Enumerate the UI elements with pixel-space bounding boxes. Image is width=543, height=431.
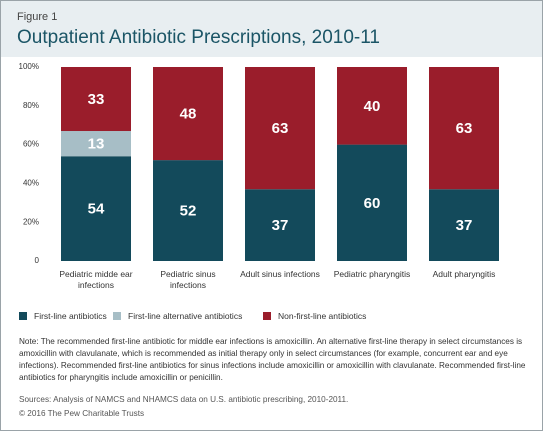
copyright: © 2016 The Pew Charitable Trusts [19, 409, 145, 418]
bar-segment [429, 189, 499, 261]
figure-label: Figure 1 [17, 11, 58, 23]
x-tick-label: Adult sinus infections [240, 269, 320, 279]
y-tick-label: 60% [23, 140, 39, 149]
y-tick-label: 40% [23, 179, 39, 188]
legend-item: First-line antibiotics [19, 311, 107, 321]
header: Figure 1 Outpatient Antibiotic Prescript… [1, 1, 542, 57]
y-tick-label: 0 [35, 256, 40, 265]
value-label: 33 [88, 91, 105, 108]
legend-label: Non-first-line antibiotics [278, 311, 367, 321]
bar-segment [61, 67, 131, 132]
y-tick-label: 80% [23, 101, 39, 110]
bar-segment [153, 67, 223, 161]
bar-segment [337, 67, 407, 145]
legend-label: First-line antibiotics [34, 311, 107, 321]
value-label: 13 [88, 136, 105, 153]
chart-title: Outpatient Antibiotic Prescriptions, 201… [17, 27, 380, 48]
bar-segment [61, 156, 131, 261]
value-label: 63 [272, 120, 289, 137]
value-label: 52 [180, 203, 197, 220]
y-tick-label: 20% [23, 217, 39, 226]
chart: 0 20% 40% 60% 80% 100% 54 13 33 52 48 37 63 60 40 37 63 [19, 62, 499, 265]
y-tick-label: 100% [19, 62, 39, 71]
x-tick-label: Pediatric midde ear infections [59, 269, 133, 290]
value-label: 40 [364, 98, 381, 115]
legend-item: First-line alternative antibiotics [113, 311, 242, 321]
value-label: 54 [88, 201, 105, 218]
bar-segment [245, 189, 315, 261]
x-tick-label: Pediatric sinus infections [160, 269, 216, 290]
legend-swatch [113, 312, 121, 320]
value-label: 63 [456, 120, 473, 137]
legend-swatch [263, 312, 271, 320]
legend-swatch [19, 312, 27, 320]
sources: Sources: Analysis of NAMCS and NHAMCS da… [19, 395, 349, 404]
x-tick-label: Adult pharyngitis [432, 269, 496, 279]
bar-segment [429, 67, 499, 190]
value-label: 37 [456, 217, 473, 234]
value-label: 48 [180, 106, 197, 123]
note: Note: The recommended first-line antibio… [19, 337, 526, 382]
legend-label: First-line alternative antibiotics [128, 311, 243, 321]
bar-segment [153, 160, 223, 261]
bar-segment [337, 144, 407, 261]
value-label: 37 [272, 217, 289, 234]
value-label: 60 [364, 195, 381, 212]
legend-item: Non-first-line antibiotics [263, 311, 366, 321]
bar-segment [61, 131, 131, 157]
bar-segment [245, 67, 315, 190]
x-tick-label: Pediatric pharyngitis [333, 269, 411, 279]
